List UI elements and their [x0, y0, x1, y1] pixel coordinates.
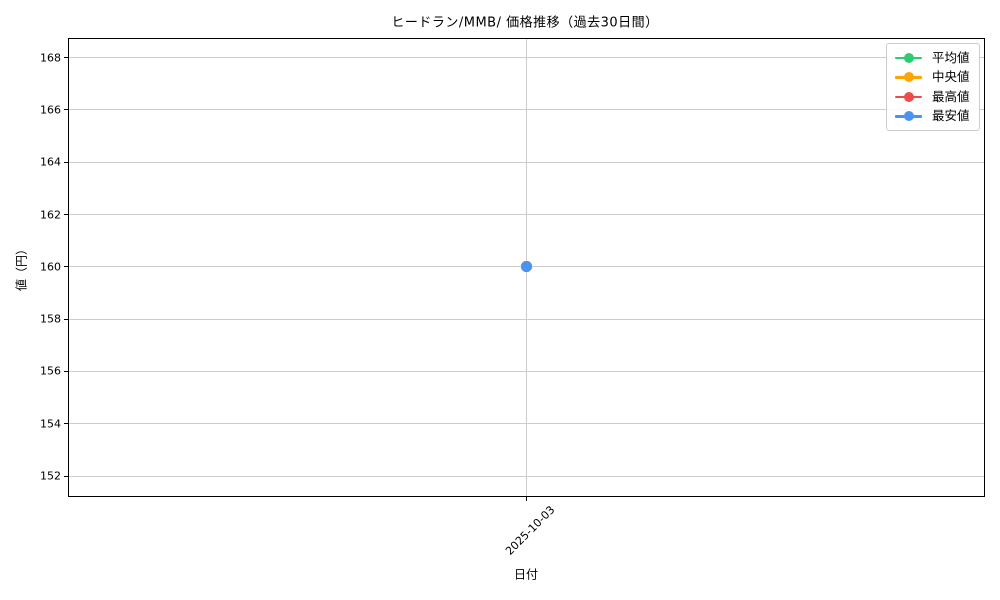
legend-label: 平均値 [932, 49, 970, 65]
legend-marker-icon [903, 111, 914, 122]
y-tick-154 [63, 423, 68, 425]
y-tick-label-152: 152 [40, 469, 61, 483]
legend-item: 最高値 [895, 87, 970, 107]
y-tick-label-168: 168 [40, 51, 61, 65]
y-tick-label-162: 162 [40, 208, 61, 222]
legend: 平均値中央値最高値最安値 [886, 43, 980, 131]
y-tick-label-166: 166 [40, 103, 61, 117]
y-tick-label-164: 164 [40, 155, 61, 169]
legend-item: 平均値 [895, 48, 970, 68]
legend-line-icon [895, 72, 922, 83]
data-point-最安値 [521, 261, 532, 273]
legend-item: 中央値 [895, 68, 970, 88]
y-tick-label-156: 156 [40, 364, 61, 378]
chart-title: ヒードラン/MMB/ 価格推移（過去30日間） [391, 15, 659, 31]
y-tick-152 [63, 475, 68, 477]
y-tick-162 [63, 214, 68, 216]
y-tick-160 [63, 266, 68, 268]
y-tick-label-160: 160 [40, 260, 61, 274]
y-tick-158 [63, 318, 68, 320]
legend-item: 最安値 [895, 107, 970, 127]
legend-marker-icon [903, 91, 914, 102]
y-tick-164 [63, 161, 68, 163]
y-tick-label-154: 154 [40, 417, 61, 431]
legend-marker-icon [903, 72, 914, 83]
legend-label: 中央値 [932, 69, 970, 84]
legend-line-icon [895, 111, 922, 122]
y-tick-156 [63, 370, 68, 372]
legend-label: 最安値 [932, 108, 970, 123]
y-tick-168 [63, 57, 68, 59]
x-tick-0 [526, 497, 527, 501]
x-axis-label: 日付 [513, 567, 539, 582]
y-tick-166 [63, 109, 68, 111]
legend-line-icon [895, 52, 922, 63]
y-tick-label-158: 158 [40, 312, 61, 326]
legend-marker-icon [903, 52, 914, 63]
x-tick-label-0: 2025-10-03 [502, 503, 557, 558]
legend-line-icon [895, 91, 922, 102]
plot-area [68, 38, 985, 497]
legend-label: 最高値 [932, 88, 970, 104]
